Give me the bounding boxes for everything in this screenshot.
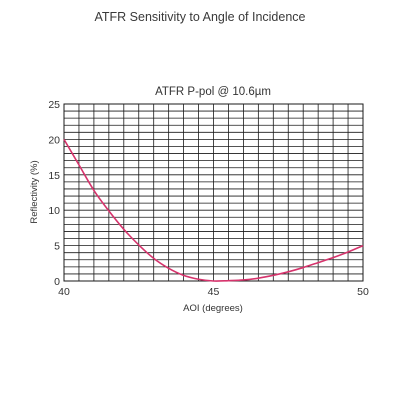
y-tick-label: 15: [48, 170, 60, 182]
y-tick-label: 10: [48, 205, 60, 217]
grid: [63, 103, 364, 282]
series-line: [63, 138, 364, 282]
x-tick-label: 45: [208, 286, 220, 298]
x-tick-label: 40: [58, 286, 70, 298]
chart-title: ATFR P-pol @ 10.6µm: [155, 86, 271, 98]
y-axis-label: Reflectivity (%): [29, 160, 40, 223]
tick-labels: 40 45 50 0 5 10 15 20 25: [48, 99, 369, 298]
x-tick-label: 50: [357, 286, 369, 298]
y-tick-label: 20: [48, 134, 60, 146]
y-tick-label: 0: [54, 276, 60, 288]
y-tick-label: 25: [48, 99, 60, 111]
x-axis-label: AOI (degrees): [183, 303, 243, 314]
page-title: ATFR Sensitivity to Angle of Incidence: [94, 10, 306, 24]
series-layer: [63, 138, 364, 282]
y-tick-label: 5: [54, 241, 60, 253]
